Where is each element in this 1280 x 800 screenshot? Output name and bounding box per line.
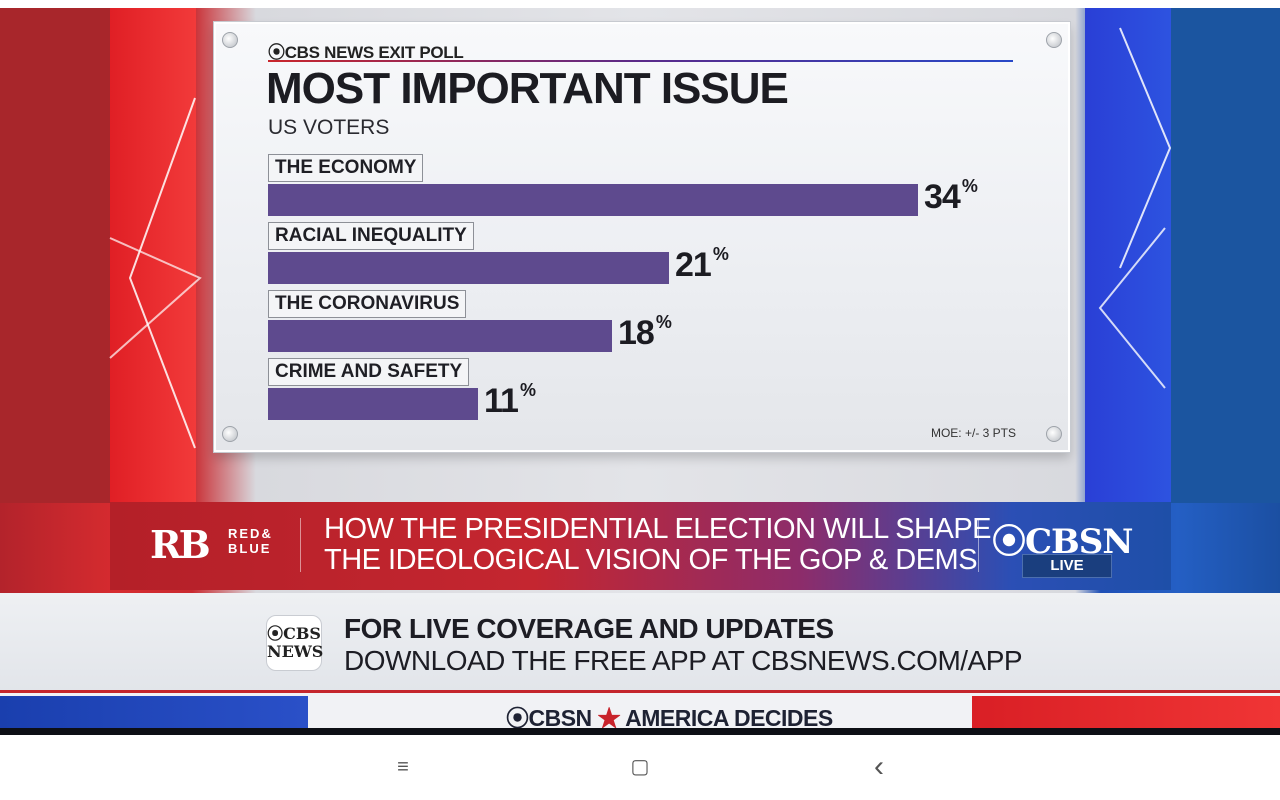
promo-banner: ⦿CBS NEWS FOR LIVE COVERAGE AND UPDATES … xyxy=(0,593,1280,691)
live-badge: LIVE xyxy=(1022,554,1112,578)
value-label: 21% xyxy=(675,244,729,285)
exit-poll-board: ⦿CBS NEWS EXIT POLL MOST IMPORTANT ISSUE… xyxy=(214,22,1070,452)
screw-icon xyxy=(222,426,238,442)
value-number: 18 xyxy=(618,314,655,352)
android-nav-bar: ≡ ▢ ‹ xyxy=(0,735,1280,800)
chart-subtitle: US VOTERS xyxy=(268,116,390,139)
board-brand: ⦿CBS NEWS EXIT POLL xyxy=(268,43,464,62)
value-unit: % xyxy=(655,312,672,332)
screw-icon xyxy=(222,32,238,48)
value-label: 18% xyxy=(618,312,672,353)
rb-line1: RED& xyxy=(228,526,273,541)
rb-line2: BLUE xyxy=(228,541,272,556)
ticker-america-decides: AMERICA DECIDES xyxy=(625,705,833,731)
category-label: THE ECONOMY xyxy=(268,154,424,182)
background-blue-edge xyxy=(1171,8,1280,503)
headline: HOW THE PRESIDENTIAL ELECTION WILL SHAPE… xyxy=(324,513,992,576)
america-decides-ticker: ⦿CBSN ★ AMERICA DECIDES xyxy=(0,690,1280,731)
headline-line1: HOW THE PRESIDENTIAL ELECTION WILL SHAPE xyxy=(324,513,992,545)
value-unit: % xyxy=(961,176,978,196)
bar xyxy=(268,252,669,284)
ticker-red-block xyxy=(972,696,1280,728)
cbs-news-app-logo: ⦿CBS NEWS xyxy=(266,615,324,671)
bar xyxy=(268,320,612,352)
background-blue-stripe xyxy=(1085,8,1171,503)
promo-logo-line1: ⦿CBS xyxy=(267,624,321,643)
ticker-bottom-bar xyxy=(0,728,1280,735)
divider xyxy=(300,518,301,572)
category-label-text: RACIAL INEQUALITY xyxy=(268,222,474,250)
promo-subheading: DOWNLOAD THE FREE APP AT CBSNEWS.COM/APP xyxy=(344,645,1023,676)
star-icon: ★ xyxy=(597,705,621,731)
promo-logo-line2: NEWS xyxy=(267,642,324,661)
chart-title: MOST IMPORTANT ISSUE xyxy=(266,64,789,113)
red-and-blue-logo-text: RED& BLUE xyxy=(228,526,273,556)
star-outline-left-icon xyxy=(109,97,202,449)
value-number: 34 xyxy=(924,178,961,216)
rb-logo: RB xyxy=(150,522,211,567)
category-label-text: THE ECONOMY xyxy=(268,154,424,182)
margin-of-error: MOE: +/- 3 PTS xyxy=(930,426,1016,440)
home-icon[interactable]: ▢ xyxy=(630,756,650,778)
back-icon[interactable]: ‹ xyxy=(874,750,884,783)
value-unit: % xyxy=(712,244,729,264)
category-label: CRIME AND SAFETY xyxy=(268,358,470,386)
background-red-stripe xyxy=(110,8,196,503)
category-label: RACIAL INEQUALITY xyxy=(268,222,474,250)
ticker-cbsn: ⦿CBSN xyxy=(506,705,592,731)
headline-line2: THE IDEOLOGICAL VISION OF THE GOP & DEMS xyxy=(324,544,978,576)
screw-icon xyxy=(1046,426,1062,442)
brand-rule xyxy=(268,60,1013,62)
video-frame[interactable]: ⦿CBS NEWS EXIT POLL MOST IMPORTANT ISSUE… xyxy=(0,8,1280,735)
value-number: 11 xyxy=(484,382,519,420)
category-label: THE CORONAVIRUS xyxy=(268,290,467,318)
background-red-edge xyxy=(0,8,110,503)
category-label-text: THE CORONAVIRUS xyxy=(268,290,467,318)
lower-third-banner: RB RED& BLUE HOW THE PRESIDENTIAL ELECTI… xyxy=(110,502,1171,590)
value-unit: % xyxy=(519,380,536,400)
menu-icon[interactable]: ≡ xyxy=(397,756,409,778)
promo-heading: FOR LIVE COVERAGE AND UPDATES xyxy=(344,613,834,644)
value-label: 11% xyxy=(484,380,536,421)
ticker-blue-block xyxy=(0,696,308,728)
ticker-text: ⦿CBSN ★ AMERICA DECIDES xyxy=(506,699,833,733)
value-number: 21 xyxy=(675,246,712,284)
star-outline-right-icon xyxy=(1098,27,1172,389)
screw-icon xyxy=(1046,32,1062,48)
bar xyxy=(268,184,918,216)
category-label-text: CRIME AND SAFETY xyxy=(268,358,470,386)
bar xyxy=(268,388,478,420)
value-label: 34% xyxy=(924,176,978,217)
divider xyxy=(978,518,979,572)
